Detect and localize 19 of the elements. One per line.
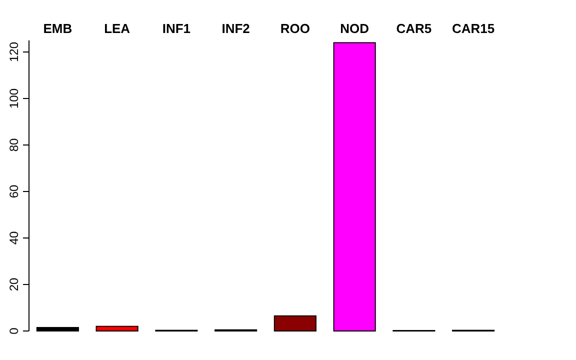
y-tick-label: 40 [7, 231, 21, 245]
y-tick-label: 120 [7, 42, 21, 62]
y-tick-label: 60 [7, 184, 21, 198]
x-tick-label: ROO [280, 21, 310, 36]
y-tick-label: 80 [7, 138, 21, 152]
y-tick-label: 20 [7, 278, 21, 292]
x-tick-label: EMB [43, 21, 72, 36]
y-tick-label: 0 [7, 327, 21, 334]
bar [96, 326, 138, 332]
x-tick-label: INF1 [162, 21, 191, 36]
x-tick-label: INF2 [222, 21, 250, 36]
bar [274, 315, 316, 332]
x-tick-label: LEA [104, 21, 131, 36]
x-tick-label: CAR15 [452, 21, 495, 36]
y-tick-label: 100 [7, 88, 21, 109]
bar [36, 327, 79, 332]
x-tick-label: NOD [340, 21, 370, 36]
x-tick-label: CAR5 [396, 21, 432, 36]
bar [333, 42, 376, 332]
